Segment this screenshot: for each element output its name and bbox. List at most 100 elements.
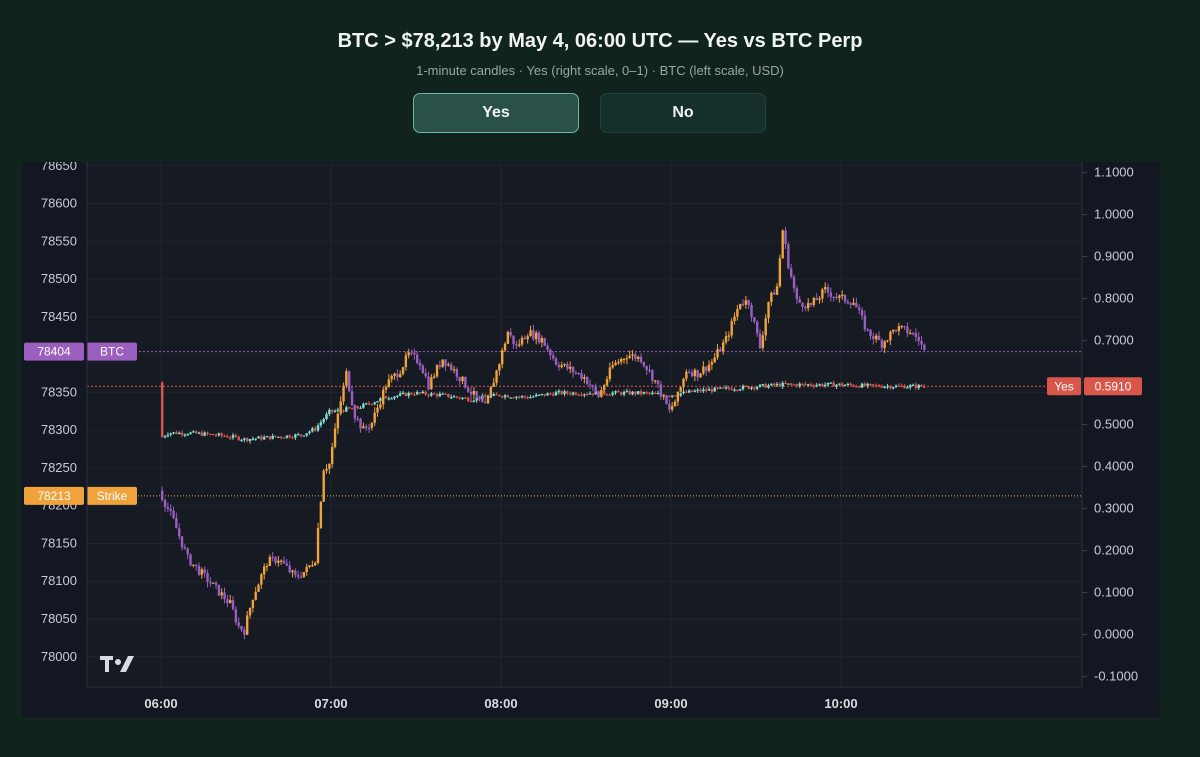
- yes-candle: [359, 407, 362, 409]
- yes-candle: [418, 391, 422, 394]
- yes-candle: [903, 385, 906, 389]
- btc-candle: [773, 292, 776, 295]
- yes-toggle-button[interactable]: Yes: [413, 93, 579, 133]
- btc-candle: [566, 363, 569, 369]
- btc-candle: [526, 336, 529, 340]
- btc-candle: [696, 369, 699, 378]
- yes-candle: [376, 401, 379, 403]
- btc-candle: [243, 629, 246, 635]
- btc-candle: [520, 337, 524, 345]
- btc-candle: [699, 373, 702, 378]
- reference-value: 78404: [37, 345, 71, 359]
- btc-candle: [826, 287, 830, 293]
- yes-candle: [846, 383, 850, 386]
- btc-candle: [588, 384, 592, 386]
- btc-candle: [484, 402, 487, 404]
- btc-candle: [620, 358, 623, 362]
- yes-candle: [611, 392, 614, 395]
- btc-candle: [730, 321, 733, 336]
- btc-candle: [537, 332, 541, 343]
- yes-candle: [367, 403, 371, 405]
- right-tick-label: 1.1000: [1094, 165, 1134, 180]
- btc-candle: [288, 565, 291, 573]
- yes-candle: [586, 394, 589, 396]
- btc-candle: [812, 297, 816, 305]
- btc-candle: [747, 300, 750, 305]
- btc-candle: [498, 364, 501, 371]
- yes-candle: [645, 392, 648, 394]
- yes-candle: [285, 435, 289, 438]
- yes-candle: [914, 384, 918, 388]
- btc-candle: [282, 560, 286, 564]
- yes-candle: [747, 386, 750, 389]
- time-tick-label: 08:00: [484, 696, 517, 711]
- btc-candle: [180, 536, 184, 548]
- yes-candle: [790, 383, 793, 385]
- btc-candle: [605, 379, 609, 386]
- btc-candle: [863, 315, 867, 330]
- yes-candle: [781, 382, 784, 387]
- btc-candle: [362, 426, 365, 429]
- btc-candle: [764, 318, 767, 336]
- btc-candle: [299, 576, 303, 578]
- btc-candle: [900, 326, 903, 328]
- yes-candle: [209, 433, 212, 436]
- btc-candle: [767, 301, 770, 319]
- btc-candle: [656, 380, 660, 385]
- yes-candle: [379, 398, 382, 402]
- btc-candle: [603, 385, 606, 390]
- yes-candle: [384, 396, 388, 399]
- btc-candle: [832, 296, 835, 299]
- yes-candle: [679, 393, 682, 396]
- btc-candle: [489, 386, 493, 396]
- yes-candle: [416, 391, 419, 395]
- yes-candle: [557, 391, 561, 393]
- yes-candle: [220, 433, 223, 436]
- btc-candle: [263, 566, 266, 575]
- yes-candle: [387, 398, 391, 400]
- btc-candle: [795, 288, 799, 300]
- yes-candle: [739, 389, 742, 391]
- btc-candle: [297, 575, 300, 577]
- yes-candle: [413, 394, 416, 396]
- price-chart[interactable]: 7800078050781007815078200782507830078350…: [22, 162, 1160, 717]
- yes-candle: [625, 391, 629, 393]
- yes-candle: [200, 432, 204, 436]
- yes-candle: [795, 384, 799, 387]
- yes-candle: [569, 393, 572, 395]
- yes-candle: [257, 436, 260, 439]
- yes-candle: [288, 435, 291, 438]
- yes-candle: [195, 431, 198, 434]
- no-toggle-button[interactable]: No: [600, 93, 766, 133]
- btc-candle: [889, 331, 892, 341]
- yes-candle: [744, 385, 748, 388]
- btc-candle: [523, 337, 527, 340]
- yes-candle: [858, 386, 861, 388]
- chart-panel[interactable]: 78000 78050 78100 78150 78200 78250 78300 78350…: [22, 162, 1160, 717]
- btc-candle: [506, 332, 510, 344]
- btc-candle: [852, 302, 855, 305]
- yes-candle: [166, 434, 170, 437]
- btc-candle: [858, 307, 861, 310]
- btc-candle: [614, 362, 617, 366]
- yes-candle: [509, 397, 512, 399]
- btc-candle: [280, 560, 283, 562]
- btc-candle: [271, 557, 274, 559]
- yes-candle: [444, 393, 447, 395]
- btc-candle: [617, 361, 620, 364]
- btc-candle: [251, 599, 255, 608]
- yes-candle: [571, 392, 575, 395]
- btc-candle: [693, 369, 697, 377]
- btc-candle: [676, 391, 680, 402]
- btc-candle: [917, 336, 920, 341]
- btc-candle: [418, 363, 422, 366]
- btc-candle: [458, 377, 461, 382]
- yes-candle: [291, 437, 294, 439]
- btc-candle: [212, 582, 215, 584]
- btc-candle: [807, 302, 810, 309]
- yes-candle: [450, 397, 453, 399]
- btc-candle: [308, 565, 311, 567]
- yes-candle: [552, 393, 555, 396]
- btc-candle: [586, 377, 589, 385]
- btc-candle: [631, 354, 634, 356]
